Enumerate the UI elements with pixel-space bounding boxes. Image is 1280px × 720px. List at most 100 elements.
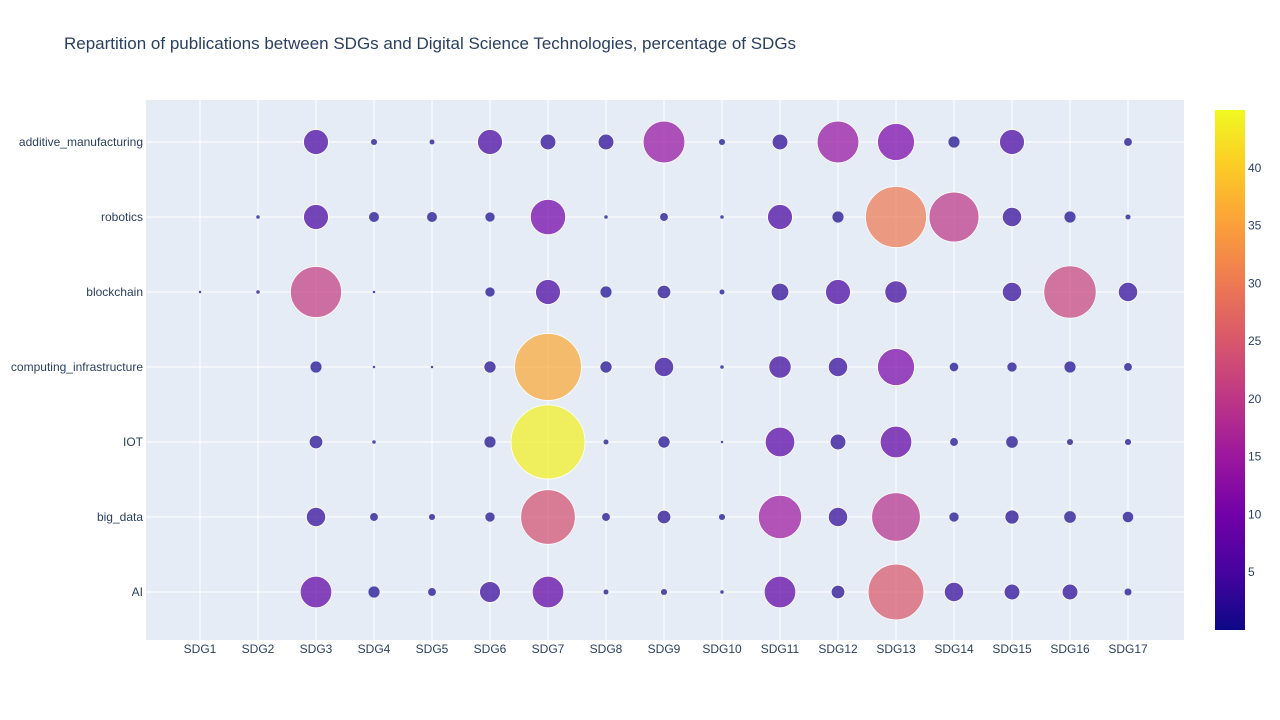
bubble-additive_manufacturing-SDG4	[370, 138, 378, 146]
bubble-AI-SDG14	[943, 581, 965, 603]
bubble-IOT-SDG17	[1124, 438, 1132, 446]
bubble-computing_infrastructure-SDG17	[1124, 363, 1132, 371]
x-tick-label: SDG16	[1050, 642, 1090, 656]
bubble-big_data-SDG10	[718, 513, 726, 521]
x-axis-ticks: SDG1 SDG2 SDG3 SDG4 SDG5 SDG6 SDG7 SDG8 SDG9 SDG1…	[184, 642, 1148, 656]
bubble-blockchain-SDG6	[485, 287, 495, 297]
bubble-big_data-SDG3	[305, 506, 327, 528]
bubble-blockchain-SDG2	[256, 290, 260, 294]
bubble-IOT-SDG10	[720, 440, 724, 444]
bubble-AI-SDG11	[763, 575, 797, 609]
bubble-computing_infrastructure-SDG12	[827, 356, 849, 378]
bubble-IOT-SDG14	[950, 438, 958, 446]
bubble-IOT-SDG16	[1066, 438, 1074, 446]
bubble-robotics-SDG7	[529, 198, 567, 236]
bubble-IOT-SDG15	[1006, 436, 1018, 448]
bubble-blockchain-SDG3	[290, 266, 342, 318]
bubble-blockchain-SDG8	[600, 286, 612, 298]
x-tick-label: SDG6	[474, 642, 507, 656]
bubble-blockchain-SDG17	[1117, 281, 1139, 303]
bubble-big_data-SDG12	[827, 506, 849, 528]
bubble-additive_manufacturing-SDG7	[539, 133, 557, 151]
bubble-robotics-SDG15	[1001, 206, 1023, 228]
bubble-AI-SDG16	[1061, 583, 1079, 601]
bubble-big_data-SDG15	[1004, 509, 1020, 525]
bubble-AI-SDG9	[660, 588, 668, 596]
y-tick-label: robotics	[101, 210, 143, 224]
bubble-IOT-SDG13	[879, 425, 913, 459]
x-tick-label: SDG17	[1108, 642, 1148, 656]
bubble-big_data-SDG17	[1122, 511, 1134, 523]
bubble-blockchain-SDG15	[1001, 281, 1023, 303]
bubble-additive_manufacturing-SDG10	[718, 138, 726, 146]
bubble-IOT-SDG8	[603, 439, 609, 445]
bubble-computing_infrastructure-SDG16	[1064, 361, 1076, 373]
bubble-computing_infrastructure-SDG11	[768, 355, 792, 379]
chart-title: Repartition of publications between SDGs…	[64, 34, 797, 53]
bubble-IOT-SDG4	[372, 440, 376, 444]
bubble-additive_manufacturing-SDG17	[1124, 138, 1132, 146]
bubble-additive_manufacturing-SDG3	[303, 129, 329, 155]
bubble-blockchain-SDG10	[719, 289, 725, 295]
bubble-blockchain-SDG1	[198, 290, 202, 294]
colorbar-tick-label: 30	[1248, 276, 1262, 290]
bubble-blockchain-SDG16	[1043, 265, 1097, 319]
bubble-AI-SDG7	[531, 575, 565, 609]
bubble-additive_manufacturing-SDG8	[597, 133, 615, 151]
bubble-big_data-SDG7	[520, 489, 576, 545]
bubble-additive_manufacturing-SDG12	[816, 120, 860, 164]
x-tick-label: SDG7	[532, 642, 565, 656]
bubble-AI-SDG13	[867, 563, 925, 621]
bubble-big_data-SDG14	[949, 512, 959, 522]
bubbles	[198, 120, 1139, 621]
bubble-robotics-SDG11	[767, 204, 793, 230]
bubble-blockchain-SDG9	[656, 284, 672, 300]
bubble-robotics-SDG10	[720, 215, 724, 219]
bubble-computing_infrastructure-SDG14	[949, 362, 959, 372]
bubble-robotics-SDG13	[865, 186, 927, 248]
bubble-blockchain-SDG11	[770, 282, 790, 302]
bubble-IOT-SDG11	[764, 426, 796, 458]
bubble-IOT-SDG6	[484, 436, 496, 448]
bubble-IOT-SDG7	[510, 404, 586, 480]
bubble-computing_infrastructure-SDG6	[483, 360, 497, 374]
x-tick-label: SDG12	[818, 642, 858, 656]
bubble-AI-SDG4	[368, 586, 380, 598]
bubble-robotics-SDG2	[256, 215, 260, 219]
bubble-big_data-SDG6	[485, 512, 495, 522]
bubble-AI-SDG5	[428, 588, 436, 596]
x-tick-label: SDG1	[184, 642, 217, 656]
bubble-robotics-SDG17	[1125, 214, 1131, 220]
bubble-big_data-SDG8	[602, 513, 610, 521]
bubble-AI-SDG15	[1003, 583, 1021, 601]
x-tick-label: SDG13	[876, 642, 916, 656]
colorbar-tick-label: 10	[1248, 507, 1262, 521]
bubble-additive_manufacturing-SDG14	[948, 136, 960, 148]
x-tick-label: SDG15	[992, 642, 1032, 656]
bubble-big_data-SDG5	[428, 513, 436, 521]
colorbar-tick-label: 15	[1248, 450, 1262, 464]
bubble-computing_infrastructure-SDG9	[653, 356, 675, 378]
bubble-additive_manufacturing-SDG13	[877, 123, 915, 161]
colorbar-gradient	[1215, 110, 1245, 630]
bubble-computing_infrastructure-SDG8	[599, 360, 613, 374]
x-tick-label: SDG4	[358, 642, 391, 656]
bubble-IOT-SDG3	[308, 434, 324, 450]
colorbar-tick-label: 5	[1248, 565, 1255, 579]
bubble-robotics-SDG6	[485, 212, 495, 222]
bubble-big_data-SDG4	[370, 513, 378, 521]
bubble-AI-SDG6	[479, 581, 501, 603]
bubble-big_data-SDG16	[1064, 511, 1076, 523]
colorbar-tick-label: 20	[1248, 392, 1262, 406]
y-axis-ticks: AI big_data IOT computing_infrastructure blo…	[11, 135, 144, 599]
bubble-additive_manufacturing-SDG9	[642, 120, 686, 164]
bubble-AI-SDG17	[1124, 588, 1132, 596]
x-tick-label: SDG10	[702, 642, 742, 656]
bubble-IOT-SDG9	[657, 435, 671, 449]
bubble-computing_infrastructure-SDG13	[877, 348, 915, 386]
bubble-robotics-SDG12	[832, 211, 844, 223]
x-tick-label: SDG2	[242, 642, 275, 656]
bubble-robotics-SDG3	[303, 204, 329, 230]
colorbar-tick-label: 25	[1248, 334, 1262, 348]
